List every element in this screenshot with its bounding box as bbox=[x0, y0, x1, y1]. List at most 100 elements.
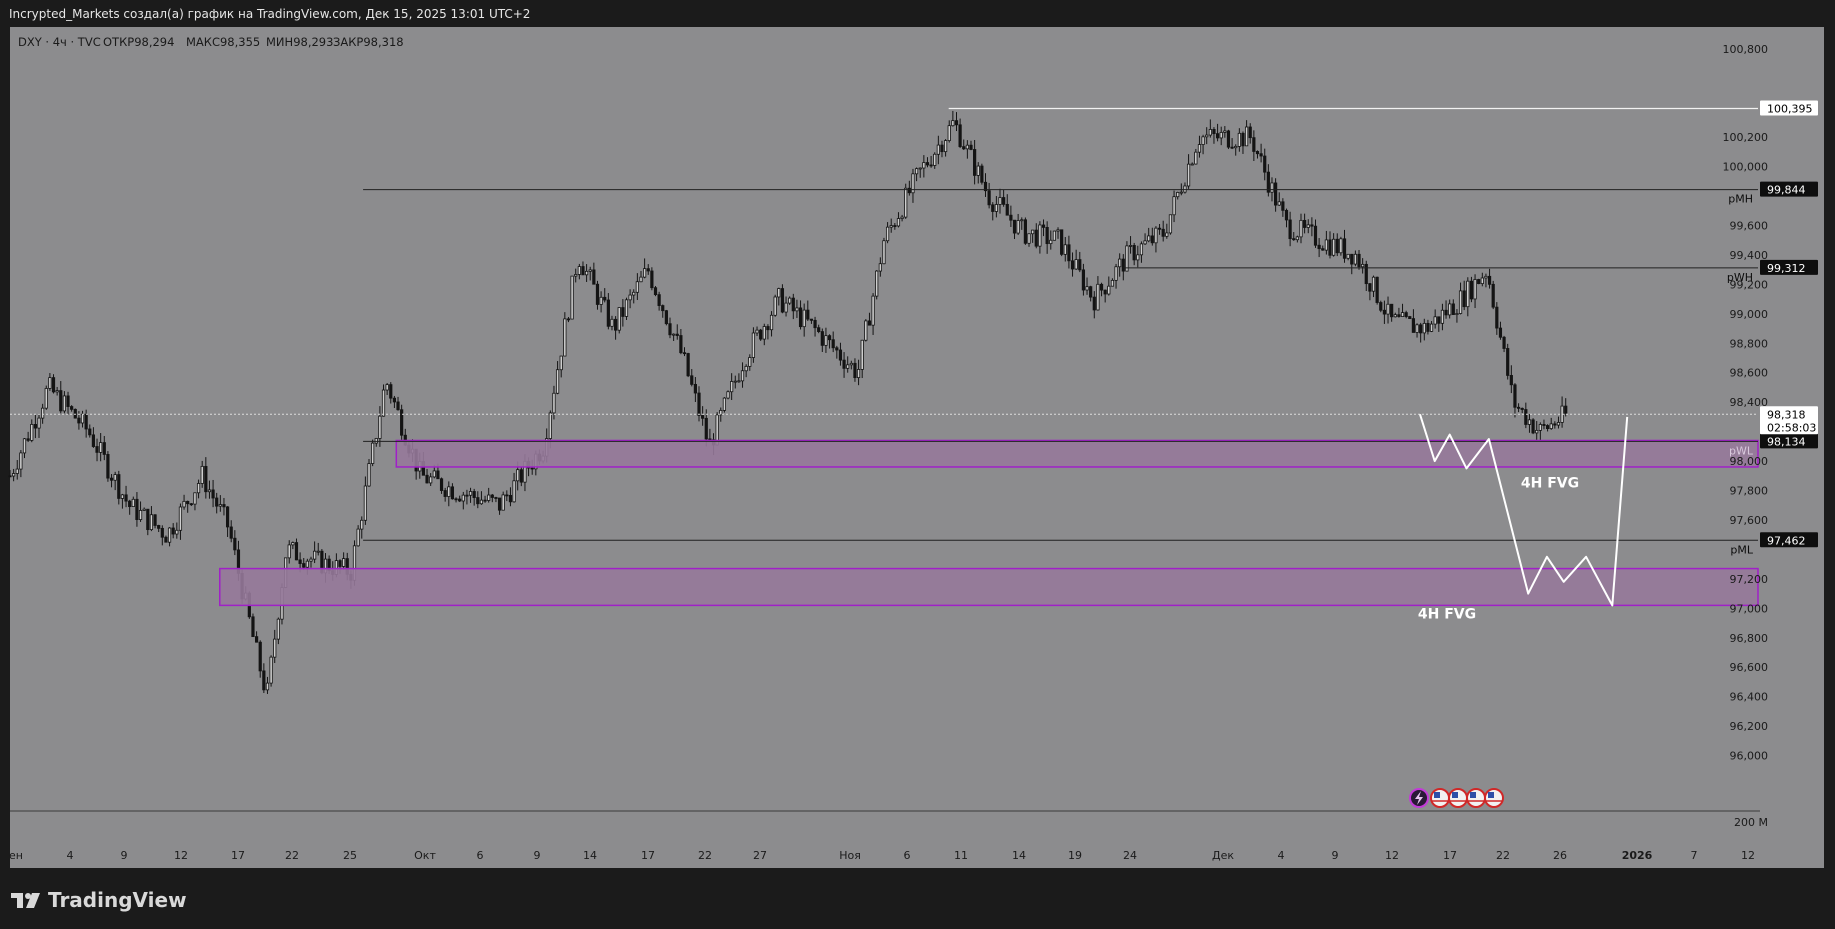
candle-body bbox=[153, 514, 157, 526]
candle-body bbox=[1506, 348, 1510, 376]
candle-body bbox=[429, 476, 433, 484]
candle-body bbox=[1317, 244, 1321, 250]
level-tag[interactable] bbox=[1760, 532, 1818, 548]
candle-body bbox=[592, 269, 596, 285]
candle-body bbox=[1009, 214, 1013, 221]
x-tick-label: 2026 bbox=[1622, 849, 1653, 862]
level-label: pWL bbox=[1729, 444, 1754, 457]
us-flag-icon[interactable] bbox=[1484, 788, 1504, 808]
candle-body bbox=[454, 498, 458, 501]
candle-body bbox=[1049, 239, 1053, 245]
candle-body bbox=[1538, 424, 1542, 431]
y-tick-label: 98,800 bbox=[1730, 337, 1769, 350]
y-tick-label: 97,000 bbox=[1730, 602, 1769, 615]
candle-body bbox=[1281, 201, 1285, 211]
candle-body bbox=[1524, 409, 1528, 425]
level-tag[interactable] bbox=[1760, 433, 1818, 449]
candle-body bbox=[1194, 151, 1198, 165]
fvg-zone[interactable] bbox=[219, 567, 1759, 607]
candle-body bbox=[577, 266, 581, 275]
x-tick-label: 9 bbox=[534, 849, 541, 862]
candle-body bbox=[566, 318, 571, 321]
x-tick-label: 12 bbox=[1741, 849, 1755, 862]
candle-body bbox=[200, 465, 204, 484]
candle-body bbox=[1299, 219, 1303, 238]
candle-body bbox=[628, 294, 632, 301]
candle-body bbox=[19, 452, 23, 470]
tradingview-logo-icon bbox=[11, 893, 40, 908]
candle-body bbox=[1451, 303, 1455, 315]
candle-body bbox=[1535, 429, 1539, 434]
candle-body bbox=[294, 542, 299, 561]
candle-body bbox=[360, 519, 364, 530]
x-tick-label: 22 bbox=[698, 849, 712, 862]
candle-body bbox=[599, 296, 603, 305]
candle-body bbox=[824, 335, 828, 346]
candle-body bbox=[904, 187, 908, 218]
candle-body bbox=[610, 318, 614, 327]
candle-body bbox=[795, 307, 799, 312]
candle-body bbox=[918, 167, 922, 170]
candle-body bbox=[385, 384, 389, 391]
fvg-zone[interactable] bbox=[395, 439, 1759, 468]
candle-body bbox=[1183, 185, 1187, 193]
candle-body bbox=[22, 438, 27, 454]
level-label: pMH bbox=[1728, 193, 1753, 206]
candle-body bbox=[1556, 422, 1561, 426]
last-price-tag-text: 98,318 bbox=[1767, 408, 1806, 421]
candle-body bbox=[911, 173, 915, 194]
candle-body bbox=[1509, 375, 1513, 386]
candle-body bbox=[291, 542, 295, 546]
candle-body bbox=[555, 369, 560, 394]
us-flag-icon[interactable] bbox=[1466, 788, 1486, 808]
candle-body bbox=[1393, 314, 1397, 318]
level-tag[interactable] bbox=[1760, 259, 1818, 275]
candle-body bbox=[1429, 323, 1434, 332]
candle-body bbox=[686, 353, 690, 377]
candle-body bbox=[59, 390, 63, 412]
candle-body bbox=[653, 287, 658, 296]
us-flag-icon[interactable] bbox=[1430, 788, 1450, 808]
us-flag-icon[interactable] bbox=[1448, 788, 1468, 808]
fvg-label: 4H FVG bbox=[1521, 476, 1579, 492]
candle-body bbox=[962, 146, 966, 150]
candle-body bbox=[1132, 245, 1136, 261]
y-tick-label: 97,600 bbox=[1730, 514, 1769, 527]
candle-body bbox=[991, 204, 995, 212]
candle-body bbox=[969, 144, 973, 150]
x-tick-label: 26 bbox=[1553, 849, 1567, 862]
candle-body bbox=[748, 357, 752, 367]
high-level-tag[interactable] bbox=[1760, 100, 1818, 116]
candle-body bbox=[1397, 314, 1401, 317]
level-tag[interactable] bbox=[1760, 181, 1818, 197]
candle-body bbox=[175, 529, 179, 535]
footer-brand[interactable]: TradingView bbox=[10, 888, 187, 912]
candle-body bbox=[759, 329, 763, 340]
top-bar: Incrypted_Markets создал(а) график на Tr… bbox=[0, 0, 1835, 27]
candle-body bbox=[1143, 240, 1147, 245]
last-price-tag[interactable] bbox=[1760, 406, 1818, 435]
candle-body bbox=[1390, 303, 1394, 318]
candle-body bbox=[737, 380, 741, 383]
candle-body bbox=[1448, 303, 1452, 316]
candle-body bbox=[88, 428, 92, 436]
candle-body bbox=[254, 636, 259, 643]
candle-body bbox=[1136, 254, 1140, 261]
high-level-tag-text: 100,395 bbox=[1767, 102, 1813, 115]
candle-body bbox=[1274, 182, 1278, 206]
projection-line bbox=[1419, 414, 1629, 607]
candle-body bbox=[461, 494, 465, 502]
x-tick-label: 27 bbox=[753, 849, 767, 862]
event-icons[interactable] bbox=[1409, 788, 1504, 808]
level-label: pWH bbox=[1727, 271, 1753, 284]
candle-body bbox=[381, 389, 386, 417]
candle-body bbox=[994, 204, 998, 212]
candle-body bbox=[1379, 302, 1383, 311]
candle-body bbox=[1085, 286, 1089, 291]
candle-body bbox=[838, 349, 843, 361]
candle-body bbox=[646, 268, 650, 272]
candle-body bbox=[871, 295, 875, 326]
candle-body bbox=[802, 309, 806, 328]
lightning-icon[interactable] bbox=[1409, 788, 1429, 808]
